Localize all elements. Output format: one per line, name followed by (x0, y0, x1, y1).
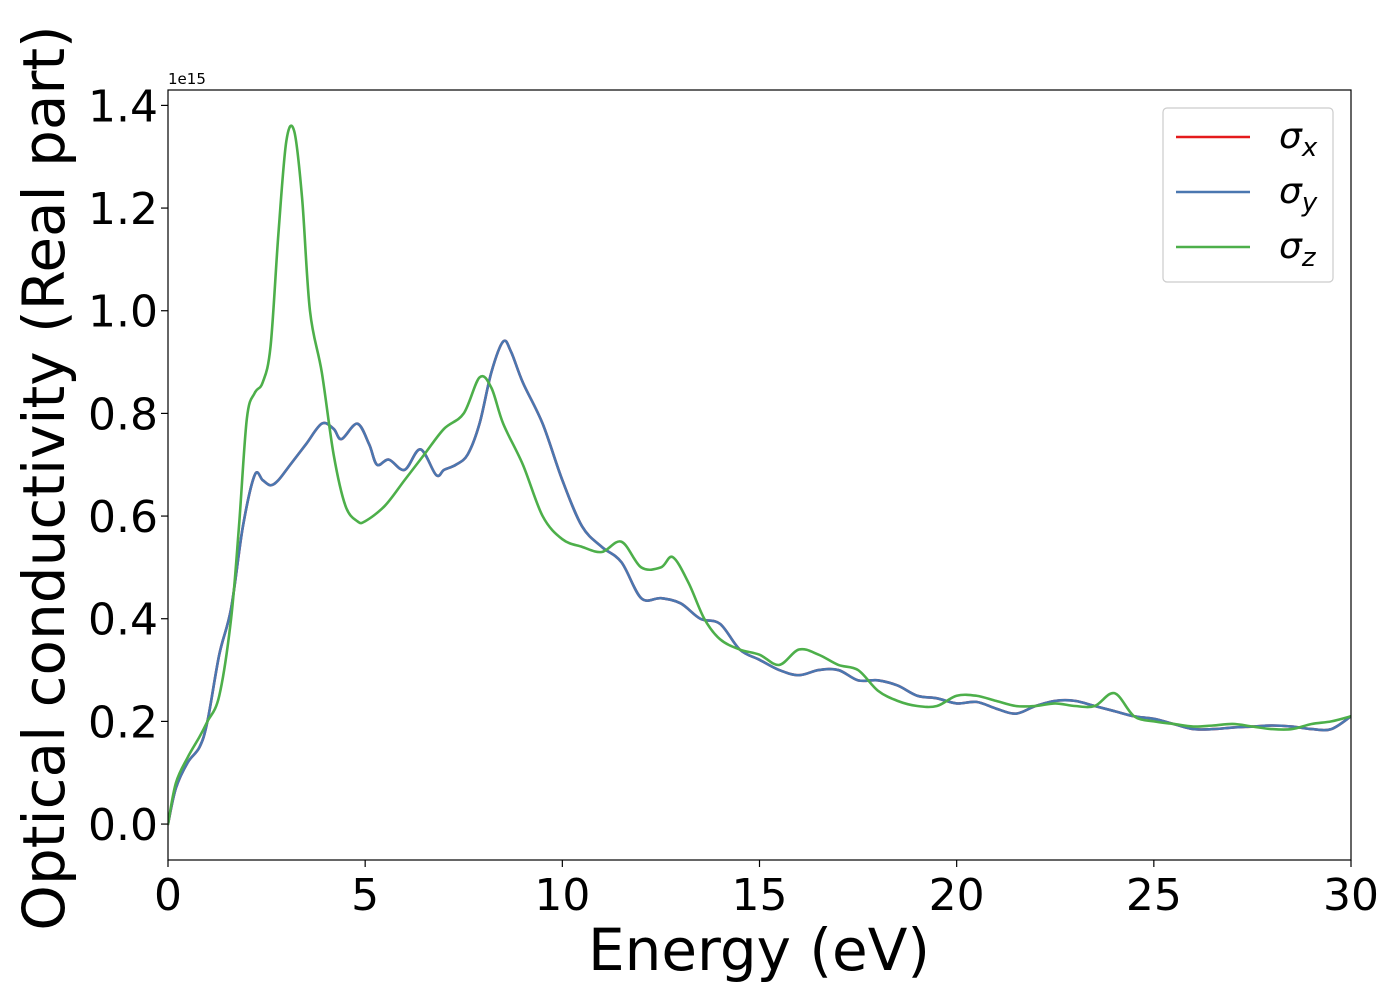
x-tick-label: 0 (154, 870, 182, 921)
legend-label-x: σx (1279, 116, 1318, 163)
legend: σx σy σz (1162, 107, 1334, 283)
legend-label-y: σy (1279, 171, 1318, 218)
y-tick-label: 1.4 (88, 81, 158, 132)
y-tick-label: 1.0 (88, 287, 158, 338)
y-axis-label: Optical conductivity (Real part) (10, 25, 78, 930)
x-tick-label: 15 (732, 870, 788, 921)
y-tick-label: 0.6 (88, 492, 158, 543)
y-tick-label: 0.8 (88, 389, 158, 440)
y-tick-label: 0.4 (88, 595, 158, 646)
x-tick-label: 25 (1126, 870, 1182, 921)
y-tick-label: 0.2 (88, 697, 158, 748)
legend-frame (1162, 107, 1334, 283)
series-line-x (168, 339, 1351, 826)
x-axis-label: Energy (eV) (588, 916, 930, 984)
series-line-z (168, 124, 1351, 826)
x-axis-ticks: 0 5 10 15 20 25 30 (154, 860, 1379, 921)
x-tick-label: 10 (534, 870, 590, 921)
y-tick-label: 1.2 (88, 184, 158, 235)
y-offset-text: 1e15 (168, 70, 206, 88)
x-tick-label: 20 (929, 870, 985, 921)
series-layer (168, 124, 1351, 826)
x-tick-label: 30 (1323, 870, 1379, 921)
legend-label-z: σz (1279, 226, 1317, 273)
series-line-y (168, 339, 1351, 826)
x-tick-label: 5 (351, 870, 379, 921)
y-axis-ticks: 0.0 0.2 0.4 0.6 0.8 1.0 1.2 1.4 (88, 81, 168, 851)
y-tick-label: 0.0 (88, 800, 158, 851)
